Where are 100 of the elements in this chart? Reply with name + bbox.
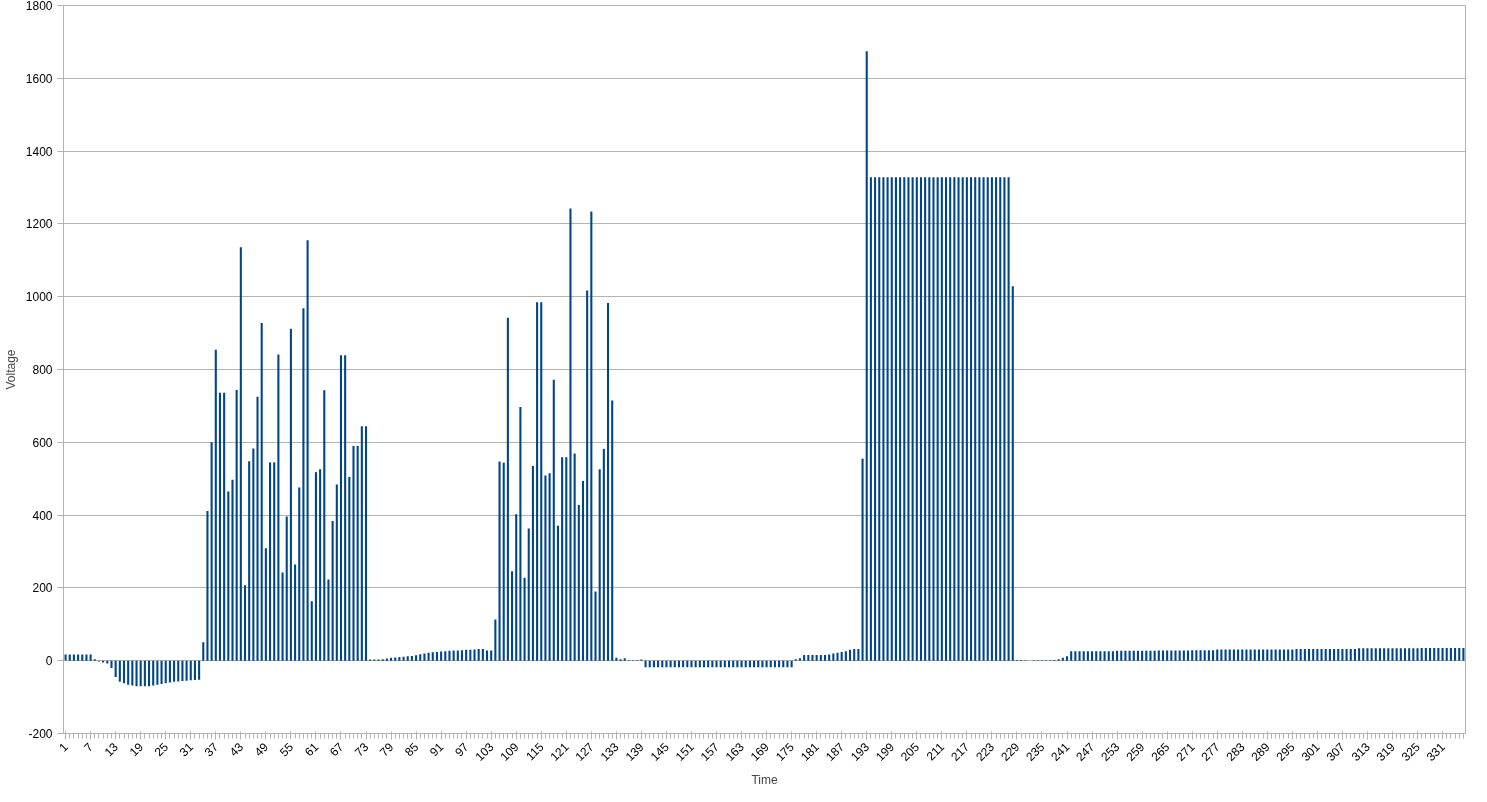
bar xyxy=(344,355,347,661)
x-tick-label: 205 xyxy=(898,739,923,764)
bar xyxy=(294,564,297,661)
bar xyxy=(1262,649,1265,661)
bar xyxy=(556,525,559,661)
bar xyxy=(1370,648,1373,661)
y-tick-label: 1600 xyxy=(25,71,53,86)
bar xyxy=(477,649,480,661)
bar xyxy=(602,448,605,661)
bar xyxy=(1228,649,1231,661)
bar xyxy=(623,658,626,661)
bar xyxy=(611,400,614,661)
bar xyxy=(1424,647,1427,661)
bar xyxy=(231,479,234,661)
bar xyxy=(1428,647,1432,661)
x-tick-label: 133 xyxy=(597,739,622,764)
bar xyxy=(444,651,447,661)
bar xyxy=(615,657,618,661)
bar xyxy=(865,51,868,661)
x-tick-label: 97 xyxy=(452,739,472,760)
bar xyxy=(544,475,547,661)
bar xyxy=(1132,650,1135,661)
bar xyxy=(264,548,267,661)
bar xyxy=(1353,649,1356,661)
bar xyxy=(1245,649,1248,661)
bar xyxy=(1362,648,1365,661)
bar xyxy=(198,660,201,680)
bar xyxy=(1091,651,1094,661)
bar xyxy=(1074,651,1077,661)
bar xyxy=(206,511,209,661)
bar xyxy=(390,657,393,661)
bar xyxy=(364,426,368,661)
bar xyxy=(1166,650,1169,661)
bar xyxy=(978,177,981,661)
bar xyxy=(448,650,451,661)
bar xyxy=(494,619,497,661)
x-tick-label: 181 xyxy=(797,739,823,764)
bar xyxy=(1182,650,1185,661)
y-axis-title: Voltage xyxy=(3,349,18,390)
y-tick-label: 200 xyxy=(32,581,53,596)
bar xyxy=(990,177,993,661)
bar xyxy=(1253,649,1256,661)
bar xyxy=(915,177,918,661)
bar xyxy=(924,177,927,661)
bar xyxy=(907,177,910,661)
bar xyxy=(452,650,455,661)
bar xyxy=(1299,649,1302,661)
bar xyxy=(148,660,151,687)
bar xyxy=(1070,651,1073,661)
bar xyxy=(210,442,213,661)
bar xyxy=(823,654,827,661)
bar xyxy=(999,177,1002,661)
x-tick-label: 283 xyxy=(1223,739,1248,764)
bar xyxy=(1337,649,1340,661)
bar xyxy=(986,177,989,661)
bar xyxy=(502,462,505,661)
bar xyxy=(1458,647,1461,661)
bar xyxy=(1412,648,1415,661)
bar xyxy=(531,465,534,661)
bar xyxy=(840,651,843,661)
bar xyxy=(1441,647,1444,661)
bar xyxy=(1216,649,1219,661)
bar xyxy=(435,651,438,661)
bar xyxy=(1136,650,1139,661)
bar xyxy=(1274,649,1277,661)
x-tick-label: 121 xyxy=(547,739,572,764)
bar xyxy=(590,211,593,661)
bar xyxy=(1124,650,1127,661)
bar xyxy=(1462,647,1465,661)
bar xyxy=(1391,648,1394,661)
x-tick-label: 265 xyxy=(1148,739,1173,764)
x-tick-label: 157 xyxy=(697,739,723,764)
bar xyxy=(1191,650,1194,661)
bar xyxy=(953,177,956,661)
bar xyxy=(949,177,952,661)
x-tick-label: 73 xyxy=(351,739,372,760)
bar xyxy=(1099,651,1102,661)
x-tick-label: 169 xyxy=(747,739,773,764)
bar xyxy=(277,354,280,661)
x-tick-label: 235 xyxy=(1023,739,1048,764)
bar xyxy=(1416,648,1419,661)
bar xyxy=(481,649,484,661)
x-tick-label: 37 xyxy=(201,739,222,760)
bar xyxy=(573,453,576,661)
bar xyxy=(919,177,923,661)
bar xyxy=(1399,648,1402,661)
bar xyxy=(218,392,222,661)
bar xyxy=(1186,650,1190,661)
bar xyxy=(1082,651,1085,661)
bar xyxy=(1111,651,1114,661)
bar xyxy=(202,642,205,661)
bar xyxy=(1349,649,1352,661)
bar xyxy=(173,660,176,682)
y-tick-label: 0 xyxy=(45,654,53,669)
bar xyxy=(410,655,413,661)
bar xyxy=(932,177,935,661)
x-tick-label: 85 xyxy=(402,739,422,760)
x-tick-label: 79 xyxy=(377,739,397,760)
bar xyxy=(81,654,84,661)
bar xyxy=(1207,650,1210,661)
